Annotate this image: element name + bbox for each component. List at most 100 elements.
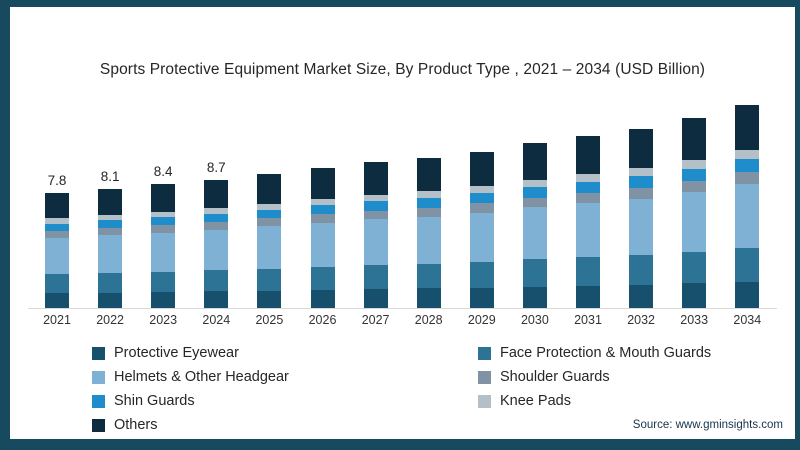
legend-swatch-icon bbox=[478, 370, 491, 384]
segment-protective-eyewear bbox=[204, 291, 229, 308]
legend-label: Shin Guards bbox=[114, 393, 195, 409]
legend-item-helmets-other-headgear: Helmets & Other Headgear bbox=[92, 365, 289, 389]
segment-helmets-other-headgear bbox=[576, 203, 600, 258]
segment-protective-eyewear bbox=[416, 288, 441, 308]
segment-face-protection-mouth-guards bbox=[204, 270, 229, 292]
segment-others bbox=[682, 118, 707, 161]
plot-area: 2021 2022 2023 2024 2025 2026 2027 2028 2029 2030… bbox=[10, 7, 795, 439]
x-tick-2022: 2022 bbox=[96, 313, 124, 327]
segment-knee-pads bbox=[257, 203, 282, 210]
segment-face-protection-mouth-guards bbox=[257, 268, 282, 291]
legend-swatch-icon bbox=[92, 394, 105, 408]
segment-others bbox=[416, 158, 441, 192]
segment-shoulder-guards bbox=[310, 214, 335, 223]
segment-shoulder-guards bbox=[416, 207, 441, 217]
bar-2029 bbox=[469, 152, 494, 308]
segment-knee-pads bbox=[204, 208, 229, 214]
segment-face-protection-mouth-guards bbox=[735, 248, 760, 282]
segment-helmets-other-headgear bbox=[735, 184, 760, 249]
segment-others bbox=[522, 143, 547, 180]
bar-2028 bbox=[416, 158, 441, 308]
bar-2033 bbox=[682, 118, 707, 308]
segment-knee-pads bbox=[629, 168, 654, 177]
segment-shin-guards bbox=[416, 197, 441, 208]
segment-protective-eyewear bbox=[257, 290, 282, 308]
value-label-2022: 8.1 bbox=[100, 168, 120, 184]
bar-2025 bbox=[257, 174, 282, 308]
segment-shin-guards bbox=[45, 223, 69, 232]
segment-others bbox=[45, 193, 69, 219]
segment-face-protection-mouth-guards bbox=[576, 257, 600, 286]
legend-label: Knee Pads bbox=[500, 393, 571, 409]
legend-left-column: Protective Eyewear Helmets & Other Headge… bbox=[92, 341, 289, 437]
segment-shin-guards bbox=[682, 168, 707, 181]
segment-shin-guards bbox=[363, 201, 388, 211]
segment-shin-guards bbox=[204, 213, 229, 223]
x-tick-2031: 2031 bbox=[574, 313, 602, 327]
legend-label: Shoulder Guards bbox=[500, 369, 610, 385]
segment-face-protection-mouth-guards bbox=[682, 251, 707, 284]
value-label-2024: 8.7 bbox=[206, 160, 226, 176]
segment-helmets-other-headgear bbox=[522, 207, 547, 260]
x-tick-2034: 2034 bbox=[733, 313, 762, 327]
segment-knee-pads bbox=[151, 211, 176, 218]
segment-shin-guards bbox=[310, 205, 335, 215]
segment-helmets-other-headgear bbox=[257, 226, 282, 269]
legend-item-others: Others bbox=[92, 413, 289, 437]
segment-face-protection-mouth-guards bbox=[416, 263, 441, 289]
segment-others bbox=[98, 188, 123, 216]
legend-swatch-icon bbox=[478, 346, 491, 360]
segment-shoulder-guards bbox=[151, 225, 176, 233]
legend-item-shin-guards: Shin Guards bbox=[92, 389, 289, 413]
segment-face-protection-mouth-guards bbox=[522, 259, 547, 287]
legend-swatch-icon bbox=[92, 346, 105, 360]
segment-helmets-other-headgear bbox=[45, 238, 69, 275]
segment-face-protection-mouth-guards bbox=[629, 255, 654, 285]
segment-helmets-other-headgear bbox=[682, 192, 707, 252]
bar-2023 bbox=[151, 184, 176, 308]
segment-shoulder-guards bbox=[522, 197, 547, 208]
legend-label: Others bbox=[114, 417, 158, 433]
bar-2031 bbox=[576, 136, 600, 308]
legend-item-shoulder-guards: Shoulder Guards bbox=[478, 365, 711, 389]
segment-face-protection-mouth-guards bbox=[469, 261, 494, 288]
segment-others bbox=[363, 162, 388, 195]
source-note: Source: www.gminsights.com bbox=[632, 419, 783, 431]
legend-swatch-icon bbox=[478, 394, 491, 408]
bar-2022 bbox=[98, 188, 123, 308]
x-axis-line bbox=[28, 308, 777, 309]
bar-2034 bbox=[735, 104, 760, 308]
segment-shin-guards bbox=[257, 209, 282, 219]
segment-protective-eyewear bbox=[363, 289, 388, 308]
segment-shoulder-guards bbox=[98, 228, 123, 236]
segment-others bbox=[629, 128, 654, 169]
segment-protective-eyewear bbox=[98, 292, 123, 308]
segment-shin-guards bbox=[735, 158, 760, 172]
segment-protective-eyewear bbox=[629, 284, 654, 308]
legend-swatch-icon bbox=[92, 418, 105, 432]
bar-2024 bbox=[204, 180, 229, 308]
segment-knee-pads bbox=[310, 198, 335, 206]
segment-shoulder-guards bbox=[257, 218, 282, 227]
bar-2030 bbox=[522, 143, 547, 308]
x-tick-2026: 2026 bbox=[308, 313, 337, 327]
segment-knee-pads bbox=[735, 149, 760, 159]
segment-face-protection-mouth-guards bbox=[45, 274, 69, 294]
segment-shin-guards bbox=[629, 176, 654, 188]
value-label-2021: 7.8 bbox=[47, 173, 67, 189]
segment-shoulder-guards bbox=[469, 203, 494, 213]
segment-others bbox=[469, 152, 494, 187]
segment-protective-eyewear bbox=[735, 281, 760, 308]
x-tick-2024: 2024 bbox=[202, 313, 231, 327]
segment-shoulder-guards bbox=[735, 172, 760, 185]
segment-others bbox=[204, 180, 229, 209]
legend-label: Helmets & Other Headgear bbox=[114, 369, 289, 385]
segment-knee-pads bbox=[469, 186, 494, 194]
segment-protective-eyewear bbox=[682, 283, 707, 308]
x-tick-2030: 2030 bbox=[520, 313, 549, 327]
x-tick-2028: 2028 bbox=[414, 313, 443, 327]
x-tick-2033: 2033 bbox=[680, 313, 709, 327]
segment-shoulder-guards bbox=[45, 231, 69, 238]
segment-helmets-other-headgear bbox=[363, 219, 388, 266]
segment-shin-guards bbox=[522, 186, 547, 198]
